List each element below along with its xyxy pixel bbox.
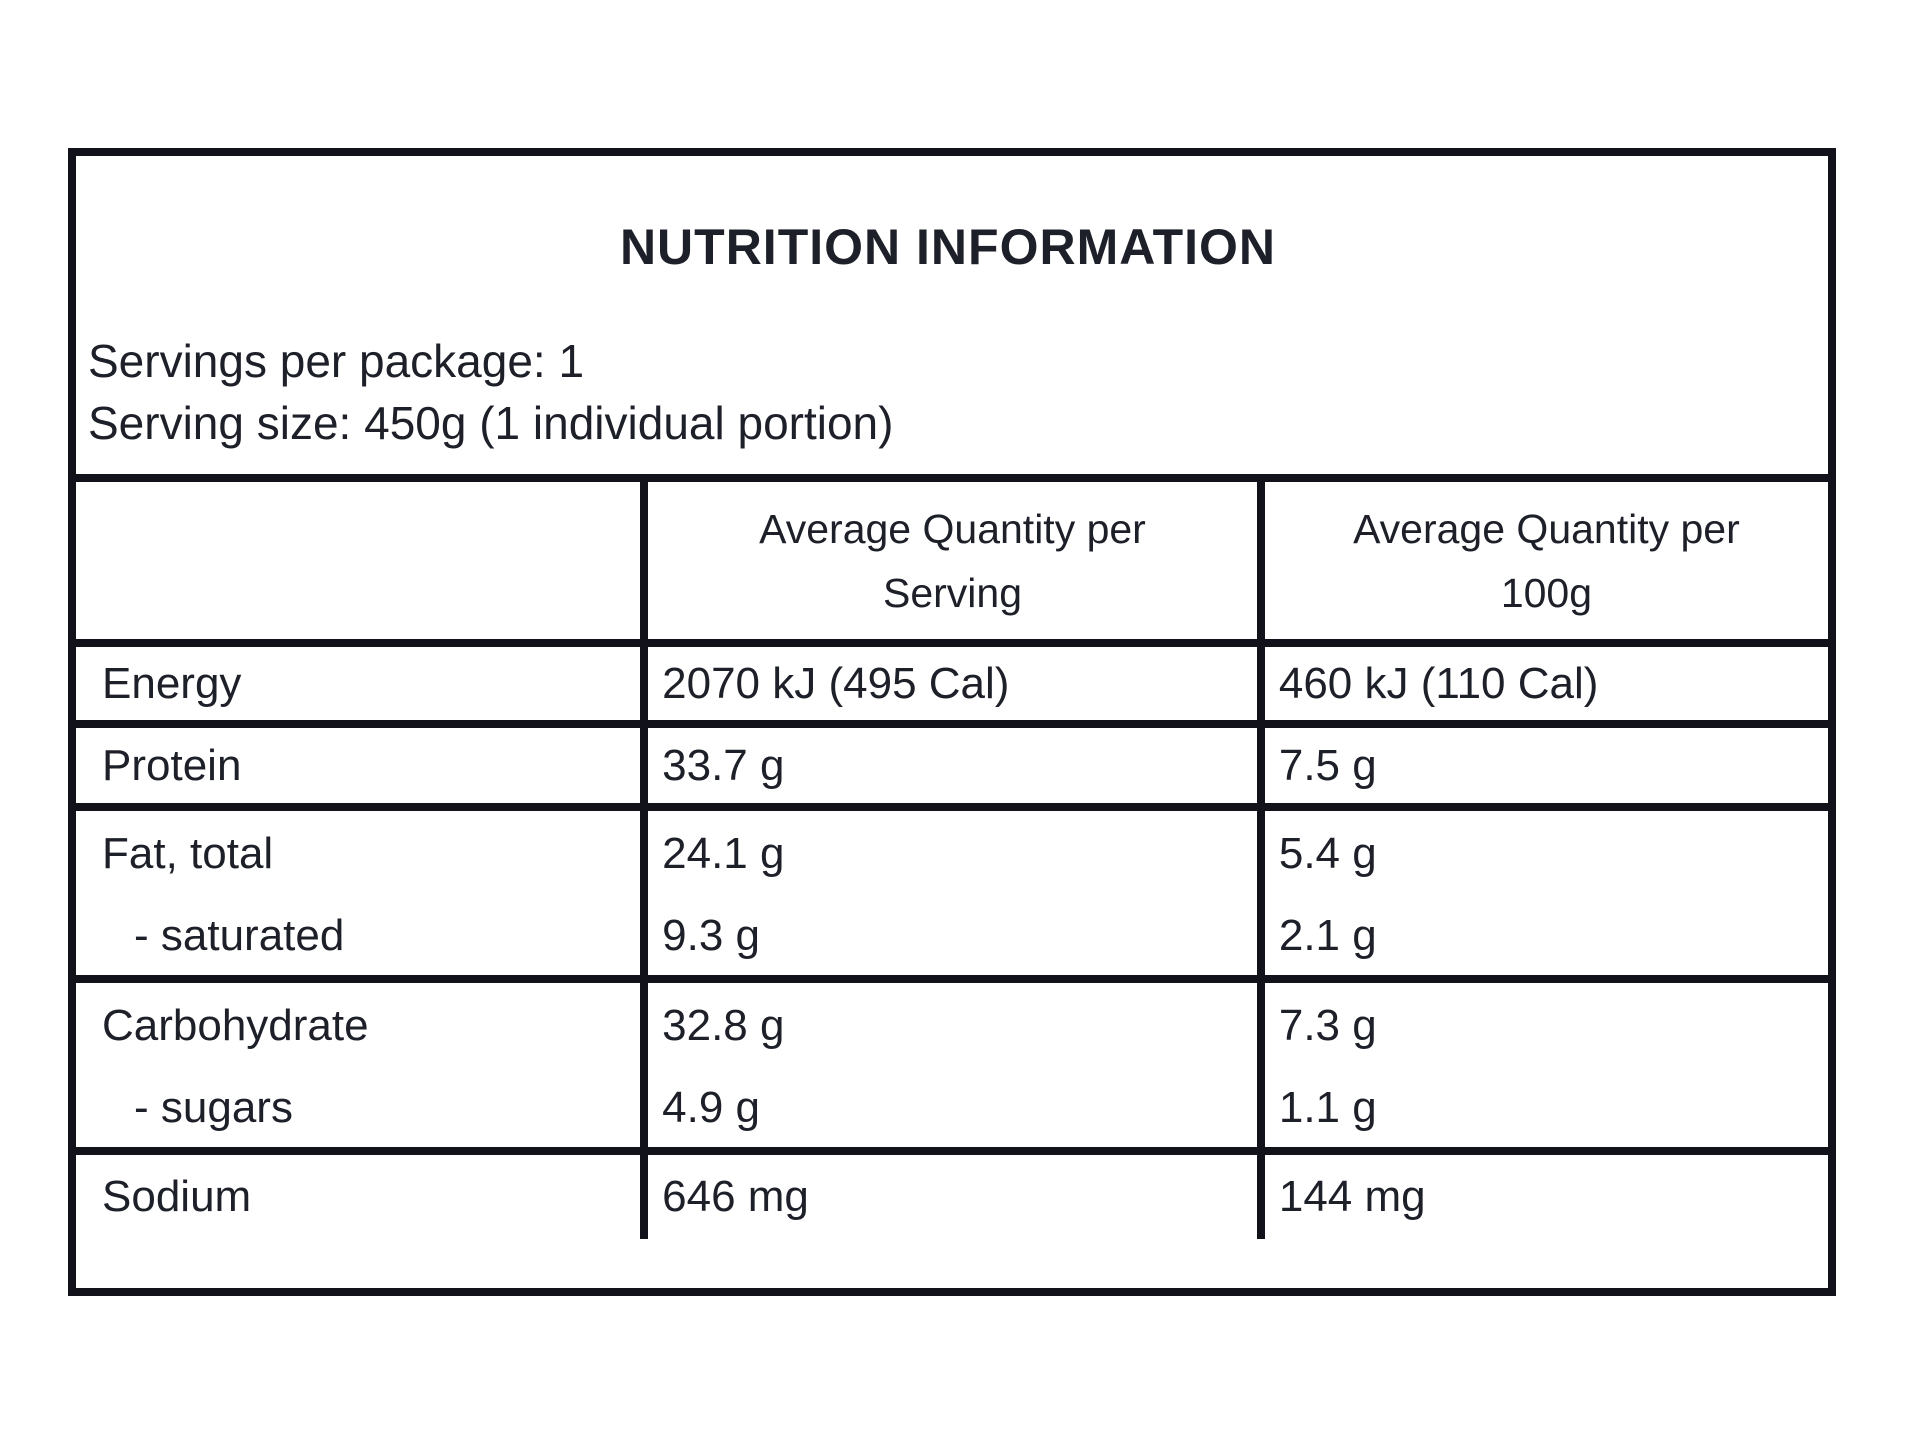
value-per-100g: 144 mg bbox=[1256, 1155, 1828, 1239]
table-row-saturated: - saturated 9.3 g 2.1 g bbox=[76, 897, 1828, 983]
value-per-100g: 5.4 g bbox=[1256, 811, 1828, 897]
value-per-100g: 7.5 g bbox=[1256, 728, 1828, 811]
value-per-serving: 2070 kJ (495 Cal) bbox=[640, 647, 1257, 728]
table-row-sugars: - sugars 4.9 g 1.1 g bbox=[76, 1069, 1828, 1155]
value-per-100g: 7.3 g bbox=[1256, 983, 1828, 1069]
panel-title: NUTRITION INFORMATION bbox=[619, 219, 1277, 275]
table-row-protein: Protein 33.7 g 7.5 g bbox=[76, 728, 1828, 811]
row-label: Carbohydrate bbox=[102, 1001, 369, 1050]
serving-size: Serving size: 450g (1 individual portion… bbox=[88, 397, 894, 449]
value-per-serving: 33.7 g bbox=[640, 728, 1257, 811]
value-per-100g: 460 kJ (110 Cal) bbox=[1256, 647, 1828, 728]
value-per-100g: 1.1 g bbox=[1256, 1069, 1828, 1155]
header-nutrient bbox=[76, 482, 641, 647]
table-row-energy: Energy 2070 kJ (495 Cal) 460 kJ (110 Cal… bbox=[76, 647, 1828, 728]
table-header-row: Average Quantity per Serving Average Qua… bbox=[76, 482, 1828, 647]
value-per-100g: 2.1 g bbox=[1256, 897, 1828, 983]
serving-info: Servings per package: 1 Serving size: 45… bbox=[88, 330, 1808, 454]
row-label: - sugars bbox=[76, 1069, 641, 1155]
header-per-serving: Average Quantity per Serving bbox=[640, 482, 1257, 647]
value-per-serving: 4.9 g bbox=[640, 1069, 1257, 1155]
row-label: Sodium bbox=[102, 1172, 252, 1221]
nutrition-table: Average Quantity per Serving Average Qua… bbox=[76, 482, 1828, 1239]
servings-per-package: Servings per package: 1 bbox=[88, 335, 585, 387]
header-per-100g: Average Quantity per 100g bbox=[1256, 482, 1828, 647]
row-label: Fat, total bbox=[102, 829, 274, 878]
table-row-fat-total: Fat, total 24.1 g 5.4 g bbox=[76, 811, 1828, 897]
value-per-serving: 32.8 g bbox=[640, 983, 1257, 1069]
row-label: Protein bbox=[76, 728, 641, 811]
table-row-sodium: Sodium 646 mg 144 mg bbox=[76, 1155, 1828, 1239]
row-label: Energy bbox=[76, 647, 641, 728]
value-per-serving: 9.3 g bbox=[640, 897, 1257, 983]
panel-header: NUTRITION INFORMATION Servings per packa… bbox=[76, 156, 1828, 482]
table-row-carbohydrate: Carbohydrate 32.8 g 7.3 g bbox=[76, 983, 1828, 1069]
value-per-serving: 24.1 g bbox=[640, 811, 1257, 897]
nutrition-panel: NUTRITION INFORMATION Servings per packa… bbox=[68, 148, 1836, 1296]
row-label: - saturated bbox=[76, 897, 641, 983]
value-per-serving: 646 mg bbox=[640, 1155, 1257, 1239]
